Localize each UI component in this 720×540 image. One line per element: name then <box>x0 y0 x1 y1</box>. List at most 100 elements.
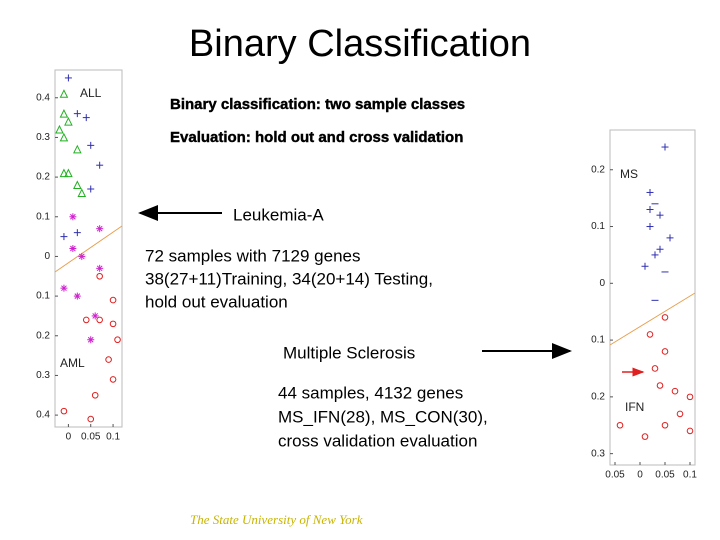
data-point <box>78 252 86 260</box>
marker-shape <box>676 410 684 418</box>
y-tick-label: 0.1 <box>36 291 50 302</box>
data-point <box>105 356 112 363</box>
x-tick-label: 0.05 <box>605 470 625 481</box>
y-tick-label: 0.2 <box>591 392 605 403</box>
data-point <box>109 296 117 304</box>
marker-stroke <box>96 265 103 272</box>
marker-shape <box>64 116 73 126</box>
data-point <box>661 314 669 321</box>
data-point <box>82 114 90 122</box>
data-point <box>96 272 103 280</box>
marker-stroke <box>70 245 76 252</box>
marker-shape <box>671 387 679 395</box>
y-tick-label: 0.3 <box>36 370 50 381</box>
marker-shape <box>109 296 117 304</box>
data-point <box>87 185 95 193</box>
data-point <box>64 116 73 126</box>
data-point <box>641 262 649 270</box>
marker-shape <box>656 382 664 389</box>
y-tick-label: 0.3 <box>591 448 605 459</box>
marker-shape <box>64 168 73 178</box>
y-tick-label: 0.2 <box>36 172 50 183</box>
marker-stroke <box>74 293 81 299</box>
data-point <box>96 264 104 272</box>
data-point <box>59 89 69 98</box>
marker-shape <box>686 393 694 401</box>
marker-shape <box>82 316 90 324</box>
data-point <box>77 188 87 197</box>
marker-shape <box>661 421 669 429</box>
data-point <box>651 365 659 372</box>
data-point <box>82 316 90 324</box>
data-point <box>96 316 103 324</box>
marker-shape <box>661 314 669 321</box>
data-point <box>69 213 77 221</box>
x-tick-label: 0.05 <box>655 470 675 481</box>
data-point <box>686 393 694 401</box>
data-point <box>60 233 68 241</box>
text-line: 72 samples with 7129 genes <box>145 246 360 265</box>
x-tick-label: 0.05 <box>81 432 101 443</box>
data-point <box>666 234 674 242</box>
y-tick-label: 0.2 <box>591 164 605 175</box>
footer: The State University of New York <box>190 512 363 527</box>
marker-shape <box>96 316 103 324</box>
data-point <box>59 168 69 178</box>
y-tick-label: 0.1 <box>591 335 605 346</box>
data-point <box>109 376 117 383</box>
data-point <box>646 188 654 196</box>
data-point <box>616 421 624 429</box>
data-point <box>651 251 659 259</box>
data-point <box>656 382 664 389</box>
data-point <box>73 180 82 190</box>
data-point <box>59 109 69 118</box>
class-label: MS <box>620 167 638 181</box>
decision-boundary <box>54 225 123 273</box>
marker-shape <box>96 272 103 280</box>
data-point <box>656 211 664 219</box>
x-tick-label: 0.1 <box>106 432 120 443</box>
y-tick-label: 0.3 <box>36 132 50 143</box>
data-point <box>59 132 69 142</box>
marker-shape <box>105 356 112 363</box>
marker-stroke <box>61 285 67 292</box>
heading: Multiple Sclerosis <box>283 343 415 362</box>
data-point <box>91 391 99 399</box>
data-point <box>646 205 654 213</box>
text-line: 38(27+11)Training, 34(20+14) Testing, <box>145 269 433 288</box>
data-point <box>91 312 99 320</box>
data-point <box>96 161 104 169</box>
marker-shape <box>646 331 654 338</box>
marker-stroke <box>96 225 103 232</box>
x-tick-label: 0 <box>637 470 643 481</box>
slide-title: Binary Classification <box>189 23 531 65</box>
data-point <box>60 407 68 415</box>
class-label: IFN <box>625 400 644 414</box>
marker-shape <box>59 109 69 118</box>
marker-shape <box>73 180 82 190</box>
data-point <box>60 284 68 292</box>
marker-shape <box>109 320 117 328</box>
data-point <box>641 433 649 440</box>
decision-boundary <box>609 292 696 346</box>
data-point <box>656 245 664 253</box>
plot-frame <box>609 129 696 466</box>
plot-frame <box>54 69 123 428</box>
data-point <box>661 421 669 429</box>
data-point <box>87 141 95 149</box>
y-tick-label: 0.2 <box>36 330 50 341</box>
data-point <box>87 336 95 344</box>
marker-shape <box>109 376 117 383</box>
heading: Leukemia-A <box>233 205 324 224</box>
y-tick-label: 0 <box>44 251 50 262</box>
marker-stroke <box>87 336 94 343</box>
data-point <box>686 427 694 435</box>
marker-shape <box>77 188 87 197</box>
marker-stroke <box>70 213 76 220</box>
data-point <box>661 143 669 151</box>
marker-shape <box>87 415 95 423</box>
class-label: ALL <box>80 86 102 100</box>
text-line: cross validation evaluation <box>278 431 477 450</box>
subtitle: Evaluation: hold out and cross validatio… <box>170 129 463 146</box>
x-tick-label: 0 <box>66 432 72 443</box>
